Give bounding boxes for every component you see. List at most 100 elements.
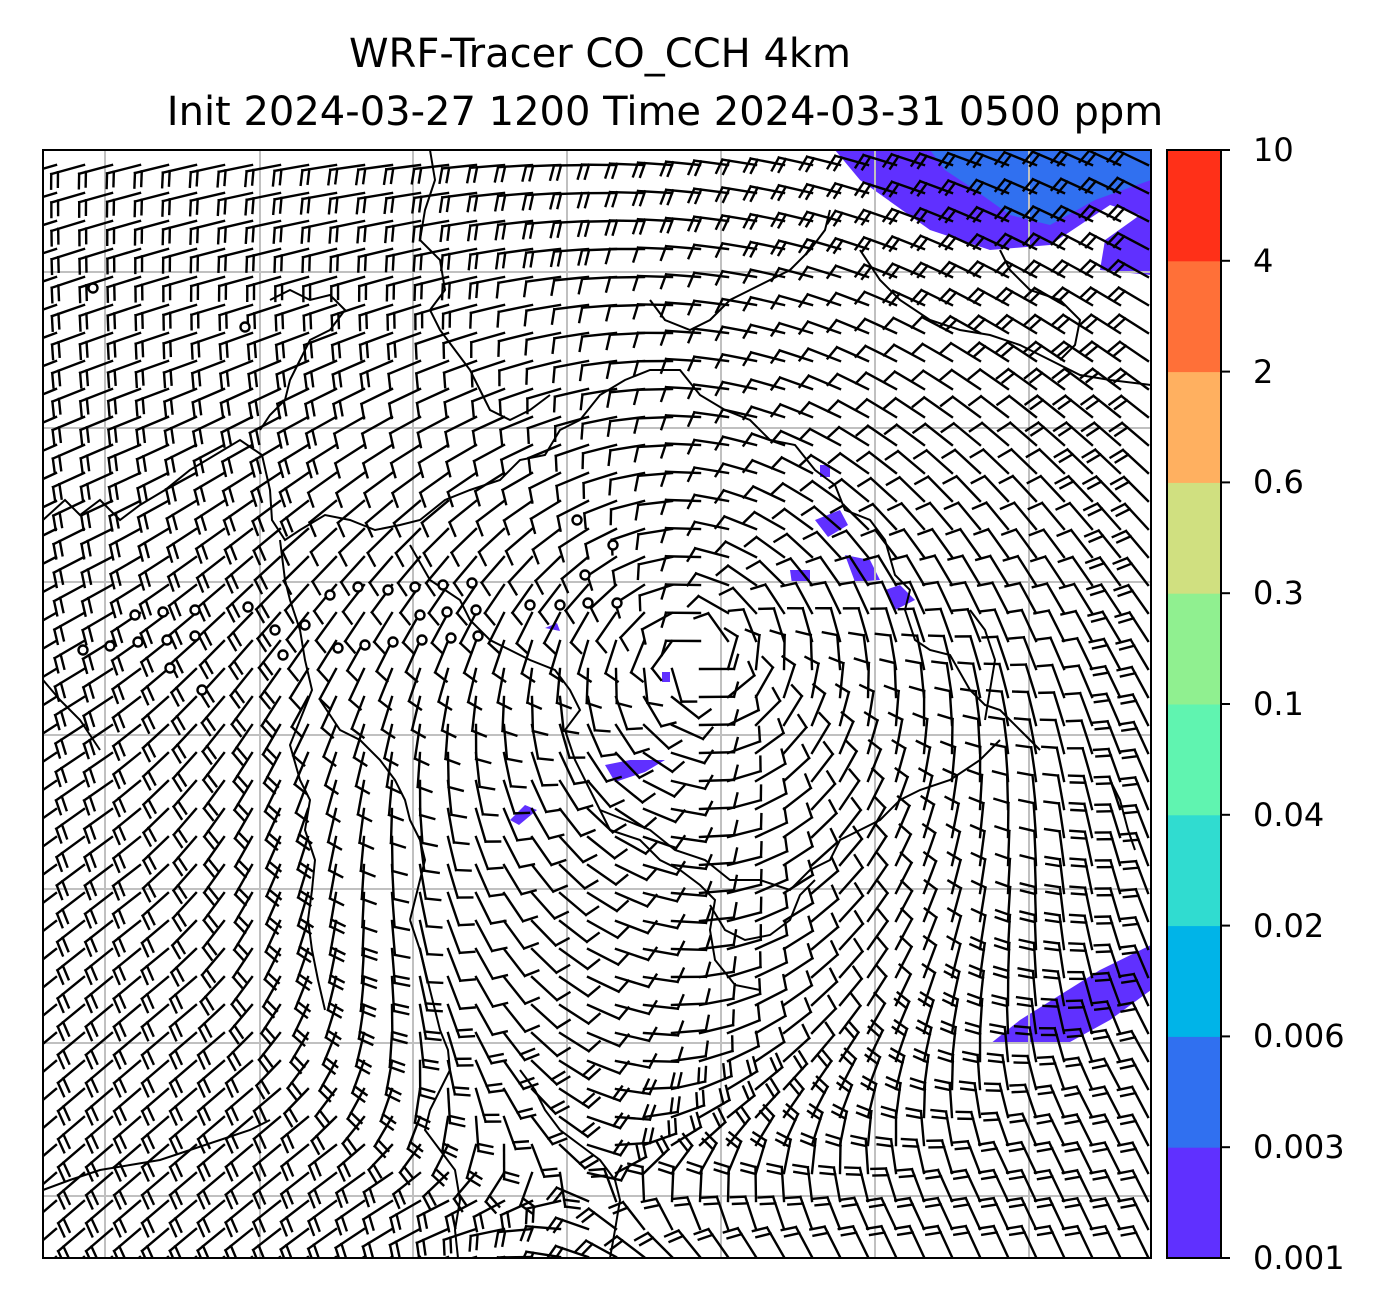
wind-barb xyxy=(502,919,540,951)
wind-barb xyxy=(306,1199,338,1237)
wind-barb xyxy=(1056,528,1094,559)
wind-barb xyxy=(307,499,338,538)
wind-barb xyxy=(49,191,86,219)
wind-barb xyxy=(202,863,226,906)
wind-barb xyxy=(642,779,686,799)
wind-barb xyxy=(659,470,702,488)
colorbar-tick-label: 0.6 xyxy=(1253,463,1304,502)
map-frame xyxy=(42,149,1152,1259)
wind-barb xyxy=(168,1003,198,1042)
wind-barb xyxy=(279,1199,310,1237)
wind-barb xyxy=(1089,1168,1122,1203)
wind-barb xyxy=(233,807,254,851)
wind-barb xyxy=(922,1196,954,1231)
wind-barb xyxy=(418,471,450,508)
wind-barb xyxy=(49,163,86,190)
wind-barb xyxy=(1013,717,1038,755)
wind-barb xyxy=(714,157,758,176)
wind-barb xyxy=(135,443,170,475)
wind-barb xyxy=(614,723,651,756)
wind-barb xyxy=(530,947,571,975)
wind-barb xyxy=(1094,803,1122,839)
wind-barb xyxy=(1015,744,1038,783)
colorbar-swatch xyxy=(1167,704,1221,816)
wind-barb xyxy=(927,634,954,671)
wind-barb xyxy=(498,387,534,416)
wind-barb xyxy=(390,975,410,1016)
wind-barb xyxy=(1078,313,1122,335)
wind-barb xyxy=(305,443,338,479)
wind-barb xyxy=(294,779,310,824)
wind-barb xyxy=(922,1168,954,1203)
wind-barb xyxy=(660,611,702,629)
wind-barb xyxy=(83,919,114,958)
wind-barb xyxy=(112,1143,142,1182)
wind-barb xyxy=(798,453,842,475)
coastline xyxy=(859,249,1151,386)
wind-barb xyxy=(686,243,730,260)
wind-barb xyxy=(946,879,963,923)
wind-barb xyxy=(188,191,226,217)
wind-barb xyxy=(105,163,142,190)
wind-barb xyxy=(310,555,338,596)
wind-barb xyxy=(140,1087,170,1126)
wind-barb xyxy=(418,835,441,875)
wind-barb xyxy=(917,767,934,811)
calm-wind-marker xyxy=(416,634,428,646)
wind-barb xyxy=(1107,367,1150,391)
wind-barb xyxy=(1023,394,1066,419)
wind-barb xyxy=(698,956,737,979)
wind-barb xyxy=(1079,340,1122,363)
wind-barb xyxy=(754,686,782,727)
wind-barb xyxy=(43,863,58,877)
wind-barb xyxy=(1114,610,1150,643)
wind-barb xyxy=(915,1019,933,1063)
wind-barb xyxy=(815,606,842,643)
wind-barb xyxy=(726,660,757,699)
wind-barb xyxy=(220,1255,226,1258)
wind-barb xyxy=(224,1143,254,1182)
wind-barb xyxy=(327,163,366,186)
wind-barb xyxy=(530,1003,572,1030)
wind-barb xyxy=(112,1003,142,1042)
wind-barb xyxy=(951,607,982,643)
wind-barb xyxy=(78,303,114,332)
wind-barb xyxy=(202,807,226,850)
wind-barb xyxy=(249,471,282,508)
wind-barb xyxy=(670,1132,694,1175)
wind-barb xyxy=(520,639,536,684)
wind-barb xyxy=(1081,447,1122,475)
calm-wind-marker xyxy=(324,589,336,601)
wind-barb xyxy=(937,713,955,755)
wind-barb xyxy=(507,555,534,597)
wind-barb xyxy=(43,583,58,594)
wind-barb xyxy=(165,527,198,564)
wind-barb xyxy=(418,975,443,1013)
wind-barb xyxy=(110,667,142,705)
wind-barb xyxy=(905,1107,926,1147)
wind-barb xyxy=(1082,501,1122,531)
wind-barb xyxy=(141,863,170,903)
wind-barb xyxy=(446,779,468,819)
wind-barb xyxy=(50,303,86,332)
colorbar-swatch xyxy=(1167,925,1221,1037)
wind-barb xyxy=(272,219,310,244)
wind-barb xyxy=(1118,944,1150,979)
wind-barb xyxy=(245,247,282,273)
wind-barb xyxy=(455,583,478,627)
wind-barb xyxy=(1061,1196,1094,1231)
wind-barb xyxy=(43,1003,58,1018)
wind-barb xyxy=(838,1196,870,1231)
wind-barb xyxy=(169,667,198,708)
wind-barb xyxy=(991,994,1010,1035)
wind-barb xyxy=(300,219,338,244)
wind-barb xyxy=(526,415,562,444)
wind-barb xyxy=(912,448,954,475)
wind-barb xyxy=(1038,1026,1066,1063)
wind-barb xyxy=(810,912,840,951)
wind-barb xyxy=(670,667,698,704)
wind-barb xyxy=(502,1031,540,1062)
wind-barb xyxy=(558,835,598,864)
wind-barb xyxy=(192,1255,198,1258)
wind-barb xyxy=(1042,968,1066,1007)
